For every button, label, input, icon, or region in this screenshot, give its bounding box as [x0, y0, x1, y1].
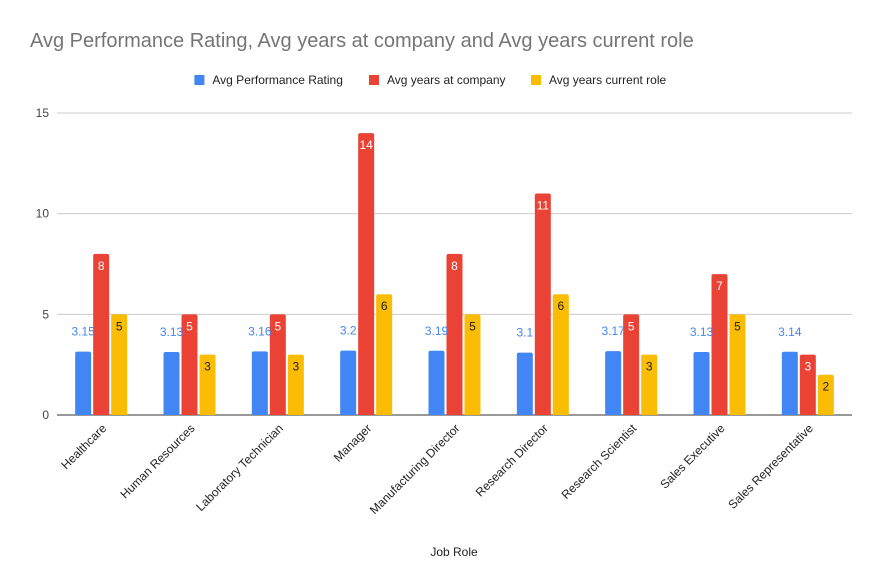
data-label: 14	[359, 138, 373, 152]
bar	[516, 352, 533, 415]
bar	[729, 314, 746, 415]
bar	[287, 354, 304, 415]
legend: Avg Performance Rating Avg years at compa…	[194, 73, 666, 87]
data-label: 3.13	[690, 325, 714, 339]
bar	[251, 351, 268, 415]
data-label: 3.2	[340, 324, 357, 338]
bar	[693, 351, 710, 415]
y-tick-label: 15	[36, 106, 50, 120]
data-label: 6	[557, 299, 564, 313]
data-label: 3	[646, 360, 653, 374]
data-label: 3	[804, 360, 811, 374]
legend-label: Avg years current role	[549, 73, 666, 87]
bar	[75, 351, 92, 415]
bar	[817, 374, 834, 415]
bar	[181, 314, 198, 415]
bar	[340, 350, 357, 415]
x-tick-label: Sales Representative	[725, 421, 816, 512]
x-tick-label: Sales Executive	[657, 421, 728, 492]
x-tick-label: Laboratory Technician	[193, 421, 286, 514]
bar	[376, 294, 393, 415]
y-tick-label: 0	[42, 408, 49, 422]
chart-title: Avg Performance Rating, Avg years at com…	[30, 30, 694, 52]
data-label: 11	[537, 199, 550, 213]
y-tick-label: 10	[36, 207, 50, 221]
data-label: 3	[292, 360, 299, 374]
legend-swatch	[369, 75, 379, 85]
data-label: 3.19	[425, 324, 449, 338]
data-label: 3.16	[248, 324, 272, 338]
data-label: 5	[116, 319, 123, 333]
data-label: 5	[469, 319, 476, 333]
x-tick-label: Manager	[331, 421, 374, 464]
data-label: 5	[274, 319, 281, 333]
x-tick-label: Human Resources	[117, 421, 197, 501]
bar	[605, 351, 622, 415]
bar	[111, 314, 128, 415]
legend-item: Avg years at company	[369, 73, 506, 87]
y-tick-label: 5	[42, 307, 49, 321]
legend-label: Avg Performance Rating	[212, 73, 343, 87]
legend-label: Avg years at company	[387, 73, 506, 87]
data-label: 5	[734, 319, 741, 333]
data-label: 2	[822, 380, 829, 394]
data-label: 3.17	[601, 324, 625, 338]
y-axis-ticks: 0 5 10 15	[36, 106, 50, 422]
data-label: 3.14	[778, 325, 802, 339]
bar	[711, 274, 728, 415]
bars	[75, 133, 834, 415]
data-label: 7	[716, 279, 723, 293]
bar	[464, 314, 481, 415]
data-label: 3.15	[71, 325, 95, 339]
data-label: 6	[381, 299, 388, 313]
x-tick-label: Research Director	[473, 421, 551, 499]
data-label: 8	[98, 259, 105, 273]
x-tick-label: Healthcare	[58, 421, 109, 472]
bar	[358, 133, 375, 415]
legend-item: Avg years current role	[531, 73, 666, 87]
data-label: 3.1	[516, 326, 533, 340]
data-label: 8	[451, 259, 458, 273]
x-tick-label: Manufacturing Director	[367, 421, 463, 517]
data-label: 3	[204, 360, 211, 374]
x-axis-label: Job Role	[430, 545, 478, 559]
bar	[799, 354, 816, 415]
bar	[641, 354, 658, 415]
data-label: 3.13	[160, 325, 184, 339]
bar	[552, 294, 569, 415]
bar	[428, 350, 445, 415]
legend-swatch	[194, 75, 205, 85]
bar	[163, 351, 180, 415]
x-tick-label: Research Scientist	[559, 421, 640, 502]
legend-swatch	[531, 75, 541, 85]
bar	[623, 314, 640, 415]
bar	[446, 253, 463, 415]
data-label: 5	[186, 319, 193, 333]
data-label: 5	[628, 319, 635, 333]
bar	[93, 253, 110, 415]
bar	[781, 351, 798, 415]
legend-item: Avg Performance Rating	[194, 73, 343, 87]
bar	[269, 314, 286, 415]
bar	[199, 354, 216, 415]
bar	[534, 193, 551, 415]
